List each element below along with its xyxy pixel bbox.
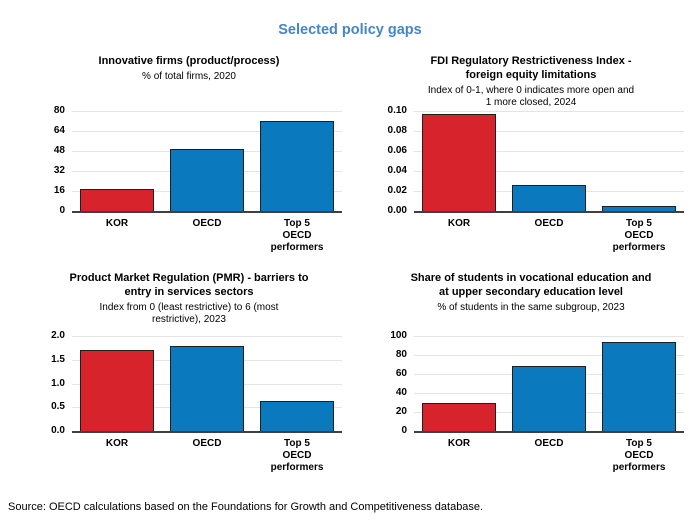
- y-tick-label: 0.5: [51, 401, 65, 413]
- bar-kor: [421, 402, 497, 431]
- y-tick-label: 0.08: [387, 125, 407, 136]
- bar-oecd: [511, 185, 587, 211]
- bar-top-5-oecd-performers: [259, 121, 335, 211]
- chart-subtitle: Index of 0-1, where 0 indicates more ope…: [427, 84, 635, 108]
- x-axis-labels: KOR OECD Top 5 OECD performers: [72, 438, 342, 474]
- x-category-label-kor: KOR: [447, 218, 471, 229]
- bar-kor: [79, 350, 155, 431]
- chart-fdi-restrictiveness: FDI Regulatory Restrictiveness Index - f…: [372, 55, 690, 257]
- chart-title: Share of students in vocational educatio…: [410, 272, 652, 298]
- gridline: [72, 131, 342, 132]
- chart-title: FDI Regulatory Restrictiveness Index - f…: [430, 55, 632, 81]
- chart-pmr-barriers: Product Market Regulation (PMR) - barrie…: [30, 272, 348, 474]
- x-category-label-top-5-oecd-performers: Top 5 OECD performers: [270, 218, 324, 253]
- chart-subtitle: % of students in the same subgroup, 2023: [437, 301, 625, 313]
- x-category-label-top-5-oecd-performers: Top 5 OECD performers: [270, 438, 324, 473]
- x-category-label-oecd: OECD: [534, 218, 564, 229]
- y-tick-label: 100: [390, 330, 407, 341]
- gridline: [72, 111, 342, 112]
- gridline: [414, 131, 684, 132]
- charts-grid: Innovative firms (product/process) % of …: [30, 55, 690, 474]
- bar-oecd: [169, 346, 245, 431]
- bar-top-5-oecd-performers: [259, 401, 335, 431]
- x-axis-labels: KOR OECD Top 5 OECD performers: [414, 438, 684, 474]
- x-category-label-top-5-oecd-performers: Top 5 OECD performers: [612, 218, 666, 253]
- plot-area: 0.00 0.02 0.04 0.06 0.08 0.10: [388, 106, 684, 216]
- gridline: [414, 355, 684, 356]
- x-axis-labels: KOR OECD Top 5 OECD performers: [414, 218, 684, 254]
- y-tick-label: 1.0: [51, 377, 65, 389]
- y-tick-label: 0: [59, 205, 65, 216]
- y-tick-label: 80: [53, 105, 65, 116]
- x-category-label-kor: KOR: [105, 218, 129, 229]
- x-axis-labels: KOR OECD Top 5 OECD performers: [72, 218, 342, 254]
- y-tick-label: 80: [395, 349, 407, 360]
- bar-top-5-oecd-performers: [601, 206, 677, 211]
- figure-title: Selected policy gaps: [278, 22, 422, 38]
- chart-header: FDI Regulatory Restrictiveness Index - f…: [372, 55, 690, 111]
- x-category-label-oecd: OECD: [534, 438, 564, 449]
- source-note: Source: OECD calculations based on the F…: [8, 501, 484, 513]
- bar-kor: [421, 114, 497, 211]
- y-tick-label: 40: [395, 387, 407, 398]
- bar-oecd: [511, 366, 587, 431]
- x-category-label-oecd: OECD: [192, 218, 222, 229]
- gridline: [414, 336, 684, 337]
- y-tick-label: 0: [401, 425, 407, 436]
- chart-subtitle: Index from 0 (least restrictive) to 6 (m…: [99, 301, 279, 325]
- gridline: [414, 171, 684, 172]
- chart-header: Share of students in vocational educatio…: [372, 272, 690, 336]
- bar-kor: [79, 188, 155, 211]
- bar-oecd: [169, 148, 245, 211]
- y-tick-label: 0.02: [387, 185, 407, 196]
- y-tick-label: 1.5: [51, 353, 65, 365]
- y-tick-label: 20: [395, 406, 407, 417]
- gridline: [414, 151, 684, 152]
- y-tick-label: 2.0: [51, 330, 65, 341]
- bar-top-5-oecd-performers: [601, 341, 677, 431]
- chart-title: Product Market Regulation (PMR) - barrie…: [69, 272, 309, 298]
- y-tick-label: 0.10: [387, 105, 407, 116]
- y-tick-label: 0.06: [387, 145, 407, 156]
- chart-header: Product Market Regulation (PMR) - barrie…: [30, 272, 348, 336]
- x-category-label-oecd: OECD: [192, 438, 222, 449]
- y-tick-label: 16: [53, 185, 65, 196]
- chart-header: Innovative firms (product/process) % of …: [30, 55, 348, 111]
- y-tick-label: 0.04: [387, 165, 407, 176]
- x-category-label-kor: KOR: [105, 438, 129, 449]
- plot-area: 0.0 0.5 1.0 1.5 2.0: [51, 331, 342, 436]
- x-category-label-kor: KOR: [447, 438, 471, 449]
- gridline: [414, 111, 684, 112]
- y-tick-label: 0.0: [51, 425, 65, 436]
- y-tick-label: 0.00: [387, 205, 407, 216]
- gridline: [72, 336, 342, 337]
- y-tick-label: 64: [53, 125, 65, 136]
- y-tick-label: 32: [53, 165, 65, 176]
- plot-area: 0 20 40 60 80 100: [390, 331, 684, 436]
- y-tick-label: 48: [53, 145, 65, 156]
- plot-area: 0 16 32 48 64 80: [54, 106, 342, 216]
- chart-subtitle: % of total firms, 2020: [142, 70, 236, 82]
- chart-title: Innovative firms (product/process): [98, 55, 280, 67]
- chart-innovative-firms: Innovative firms (product/process) % of …: [30, 55, 348, 257]
- chart-vocational-students: Share of students in vocational educatio…: [372, 272, 690, 474]
- y-tick-label: 60: [395, 368, 407, 379]
- x-category-label-top-5-oecd-performers: Top 5 OECD performers: [612, 438, 666, 473]
